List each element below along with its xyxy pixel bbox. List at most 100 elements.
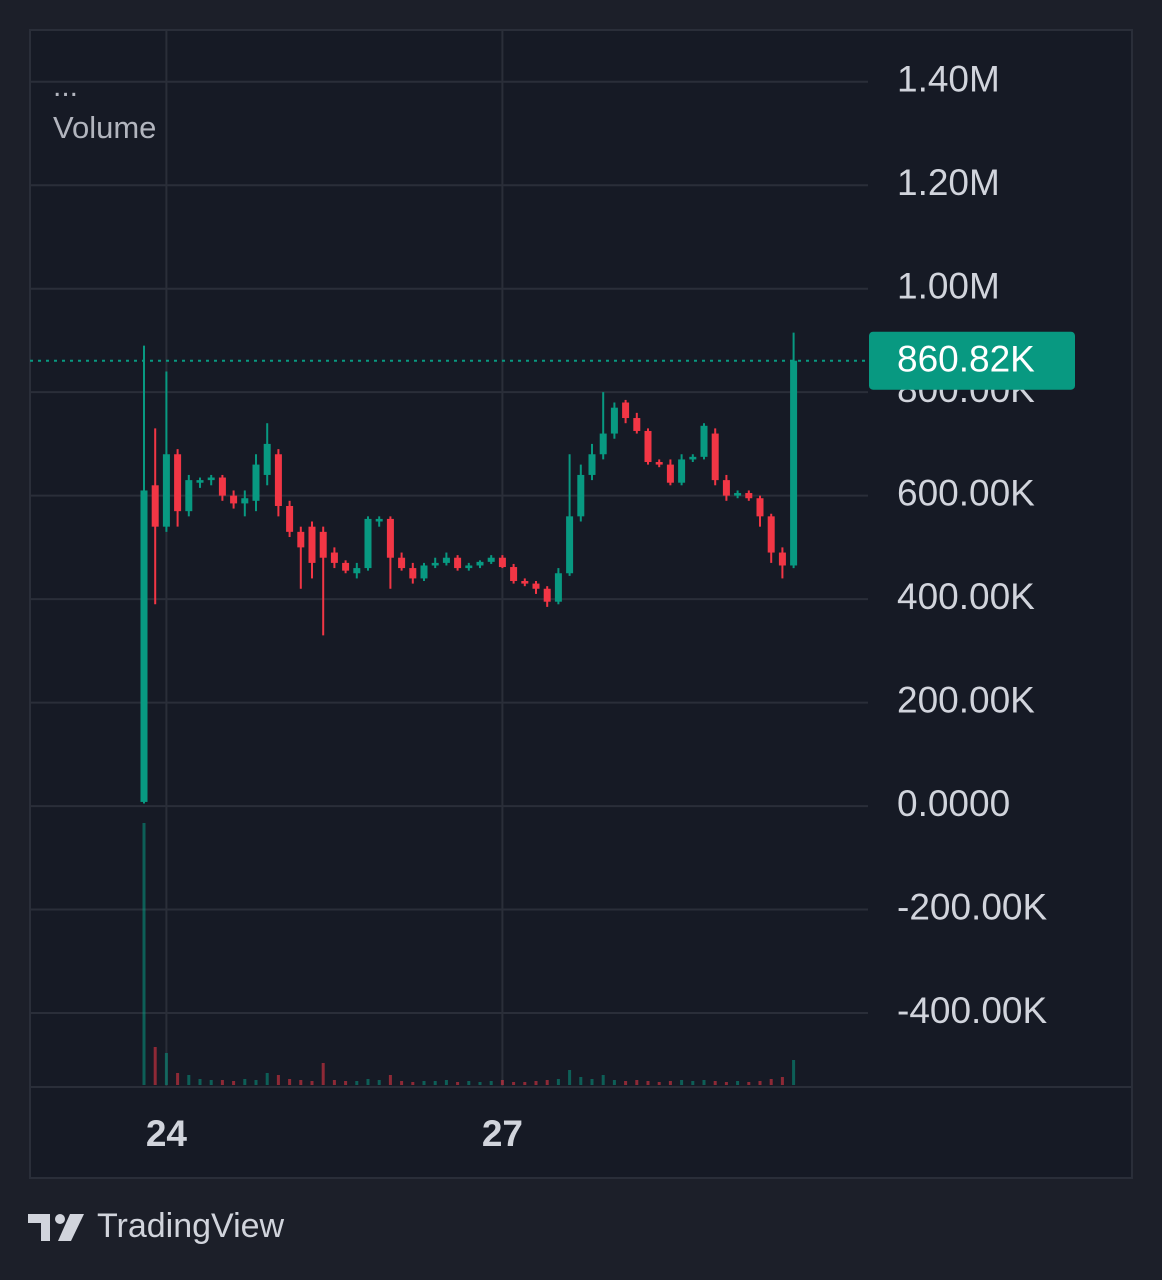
volume-bar xyxy=(736,1081,740,1085)
candle-body xyxy=(151,485,159,527)
x-tick-label: 27 xyxy=(482,1113,523,1154)
candle-body xyxy=(420,565,428,579)
candle-body xyxy=(409,568,417,579)
volume-bar xyxy=(467,1081,471,1085)
candle-body xyxy=(364,518,372,569)
price-label-box xyxy=(869,331,1075,390)
volume-bar xyxy=(411,1082,415,1085)
candle-body xyxy=(174,454,182,512)
volume-bar xyxy=(489,1081,493,1085)
price-axis: 1.40M1.20M1.00M800.00K600.00K400.00K200.… xyxy=(897,59,1047,1031)
price-label: 860.82K xyxy=(897,338,1035,379)
volume-bar xyxy=(624,1081,628,1085)
candle-body xyxy=(386,518,394,558)
candle-body xyxy=(308,526,316,563)
volume-bar xyxy=(456,1082,460,1085)
candle-body xyxy=(274,454,282,506)
volume-bar xyxy=(747,1082,751,1085)
candle-body xyxy=(588,454,596,475)
y-tick-label: 1.40M xyxy=(897,59,1000,100)
candle-body xyxy=(342,562,350,571)
volume-bar xyxy=(243,1079,247,1085)
volume-bar xyxy=(388,1075,392,1085)
volume-bar xyxy=(366,1079,370,1085)
candles xyxy=(140,332,798,804)
volume-bar xyxy=(668,1081,672,1085)
volume-bar xyxy=(254,1080,258,1085)
candle-body xyxy=(185,480,193,512)
candle-body xyxy=(543,588,551,602)
volume-bar xyxy=(500,1080,504,1085)
candle-body xyxy=(633,418,641,431)
volume-bar xyxy=(601,1075,605,1085)
candle-body xyxy=(510,567,518,582)
y-tick-label: 0.0000 xyxy=(897,783,1010,824)
candle-body xyxy=(678,459,686,483)
candle-body xyxy=(610,407,618,434)
volume-bar xyxy=(220,1080,224,1085)
volume-bar xyxy=(612,1080,616,1085)
candle-body xyxy=(353,568,361,574)
candle-body xyxy=(566,516,574,574)
volume-bar xyxy=(232,1081,236,1085)
volume-bar xyxy=(164,1053,168,1085)
y-tick-label: 400.00K xyxy=(897,576,1035,617)
volume-bar xyxy=(792,1060,796,1085)
candle-body xyxy=(241,498,249,504)
candle-body xyxy=(330,552,338,563)
candle-body xyxy=(790,360,798,566)
volume-bar xyxy=(568,1070,572,1085)
candle-body xyxy=(644,430,652,463)
volume-bar xyxy=(680,1080,684,1085)
candle-body xyxy=(711,433,719,481)
candle-body xyxy=(162,454,170,527)
volume-bar xyxy=(702,1080,706,1085)
volume-bar xyxy=(422,1081,426,1085)
candle-body xyxy=(722,480,730,496)
volume-bar xyxy=(176,1073,180,1085)
x-tick-label: 24 xyxy=(146,1113,188,1154)
candle-body xyxy=(700,425,708,457)
candle-body xyxy=(655,462,663,465)
menu-dots[interactable]: ... xyxy=(53,70,78,103)
volume-bar xyxy=(523,1082,527,1085)
volume-bar xyxy=(344,1081,348,1085)
volume-bar xyxy=(646,1081,650,1085)
candle-body xyxy=(476,561,484,566)
volume-bar xyxy=(332,1080,336,1085)
y-tick-label: -200.00K xyxy=(897,886,1047,927)
volume-bar xyxy=(288,1079,292,1085)
brand-logo xyxy=(28,1214,84,1241)
candle-body xyxy=(297,531,305,548)
candle-body xyxy=(230,495,238,504)
volume-bar xyxy=(512,1082,516,1085)
candle-body xyxy=(689,456,697,460)
volume-bar xyxy=(478,1082,482,1085)
candle-body xyxy=(252,464,260,501)
volume-bar xyxy=(209,1080,213,1085)
volume-bar xyxy=(377,1080,381,1085)
volume-bar xyxy=(780,1077,784,1085)
volume-bar xyxy=(187,1075,191,1085)
volume-bar xyxy=(545,1080,549,1085)
volume-bar xyxy=(265,1073,269,1085)
volume-bar xyxy=(657,1082,661,1085)
candle-body xyxy=(778,552,786,566)
candle-body xyxy=(465,565,473,569)
candle-body xyxy=(375,518,383,522)
volume-bar xyxy=(691,1081,695,1085)
candle-body xyxy=(442,557,450,563)
volume-bar xyxy=(579,1077,583,1085)
volume-bar xyxy=(153,1047,157,1085)
volume-bar xyxy=(534,1081,538,1085)
volume-bar xyxy=(321,1063,325,1085)
candle-body xyxy=(577,474,585,517)
candle-body xyxy=(554,573,562,602)
candle-body xyxy=(431,562,439,566)
candle-body xyxy=(666,464,674,483)
volume-bar xyxy=(758,1081,762,1085)
candle-body xyxy=(734,493,742,496)
volume-bar xyxy=(400,1081,404,1085)
